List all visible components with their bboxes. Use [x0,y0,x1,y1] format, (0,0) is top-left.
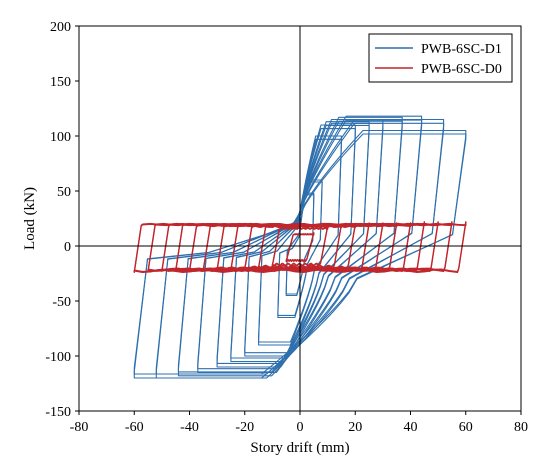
y-tick-label: -150 [45,405,71,420]
x-tick-label: -60 [125,420,144,435]
legend-label: PWB-6SC-D1 [421,42,502,57]
y-tick-label: 100 [50,130,71,145]
x-tick-label: 60 [459,420,473,435]
x-tick-label: 20 [348,420,362,435]
legend: PWB-6SC-D1 PWB-6SC-D0 [368,33,513,83]
y-tick-label: 50 [57,185,71,200]
x-tick-label: -80 [70,420,89,435]
y-tick-label: 0 [64,240,71,255]
y-tick-label: -50 [52,295,71,310]
x-tick-label: 80 [514,420,528,435]
hysteresis-loop [133,221,467,273]
y-tick-label: 150 [50,75,71,90]
axes-layer: -80 -60 -40 -20 0 20 40 60 80 -150 -100 -50 0 50 100 15… [45,20,528,435]
y-axis-title: Load (kN) [22,187,38,250]
x-tick-label: 40 [404,420,418,435]
x-tick-label: -20 [235,420,254,435]
x-tick-label: 0 [297,420,304,435]
x-tick-label: -40 [180,420,199,435]
hysteresis-loop [133,221,467,274]
x-axis-title: Story drift (mm) [250,440,349,456]
legend-label: PWB-6SC-D0 [421,62,502,77]
legend-box [368,33,513,83]
y-tick-label: -100 [45,350,71,365]
y-tick-label: 200 [50,20,71,35]
